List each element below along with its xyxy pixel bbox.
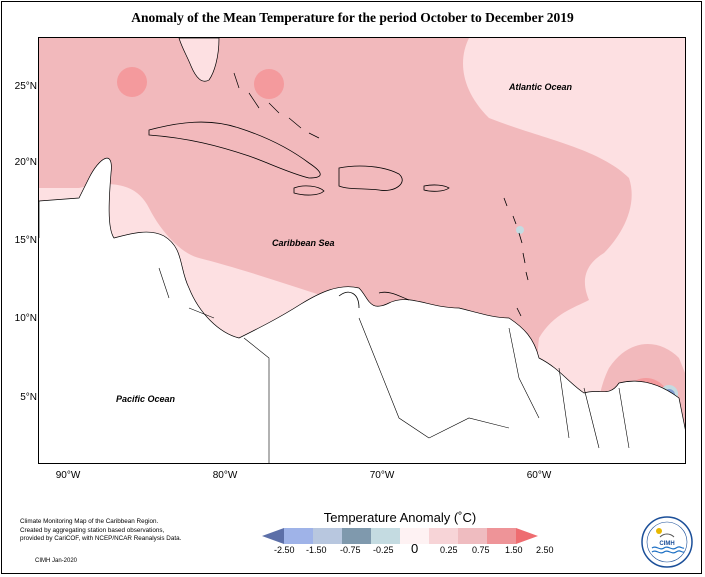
legend-tick-neg-1-50: -1.50 bbox=[306, 545, 327, 555]
credit-line-3: provided by CariCOF, with NCEP/NCAR Rean… bbox=[20, 535, 182, 543]
legend-arrow-low bbox=[262, 528, 284, 544]
legend-tick-neg-0-25: -0.25 bbox=[373, 545, 394, 555]
legend-tick-1-50: 1.50 bbox=[505, 545, 523, 555]
legend-tick-zero: 0 bbox=[411, 541, 419, 556]
lat-tick-20n: 20°N bbox=[14, 157, 37, 168]
land-venezuela-coast bbox=[338, 291, 410, 309]
legend-tick-neg-2-50: -2.50 bbox=[274, 545, 295, 555]
legend-swatch-7 bbox=[458, 528, 487, 544]
logo-text: CIMH bbox=[659, 541, 674, 547]
legend-title: Temperature Anomaly (˚C) bbox=[323, 510, 477, 525]
lon-tick-80w: 80°W bbox=[212, 470, 238, 481]
credit-text: Climate Monitoring Map of the Caribbean … bbox=[20, 518, 220, 544]
land-lesser-antilles bbox=[503, 197, 529, 317]
land-hispaniola bbox=[338, 165, 403, 191]
credit-line-2: Created by aggregating station based obs… bbox=[20, 526, 165, 534]
credit-date: CIMH Jan-2020 bbox=[35, 558, 78, 564]
label-atlantic-ocean: Atlantic Ocean bbox=[508, 82, 573, 92]
land-puerto-rico bbox=[423, 184, 450, 192]
legend-arrow-high bbox=[516, 528, 538, 544]
land-bahamas bbox=[233, 72, 320, 139]
legend-swatch-4 bbox=[371, 528, 400, 544]
legend-tick-neg-0-75: -0.75 bbox=[340, 545, 361, 555]
anomaly-neg-antilles bbox=[516, 226, 524, 234]
legend-tick-0-75: 0.75 bbox=[472, 545, 490, 555]
credit-line-1: Climate Monitoring Map of the Caribbean … bbox=[20, 518, 159, 525]
lat-tick-10n: 10°N bbox=[14, 313, 37, 324]
legend-colorbar bbox=[262, 528, 538, 544]
lon-tick-90w: 90°W bbox=[55, 470, 81, 481]
lat-tick-5n: 5°N bbox=[20, 392, 37, 403]
land-florida bbox=[178, 38, 220, 82]
anomaly-spot-gulf bbox=[117, 67, 147, 97]
anomaly-map: Atlantic Ocean Caribbean Sea Pacific Oce… bbox=[38, 37, 686, 464]
legend-swatch-5 bbox=[400, 528, 429, 544]
legend-tick-2-50: 2.50 bbox=[536, 545, 554, 555]
cimh-logo-icon: CIMH bbox=[641, 516, 693, 568]
legend-swatch-8 bbox=[487, 528, 516, 544]
country-borders bbox=[158, 267, 630, 463]
land-cuba bbox=[148, 121, 321, 179]
lat-tick-25n: 25°N bbox=[14, 81, 37, 92]
label-caribbean-sea: Caribbean Sea bbox=[272, 238, 335, 248]
legend-swatch-6 bbox=[429, 528, 458, 544]
label-pacific-ocean: Pacific Ocean bbox=[116, 394, 176, 404]
lon-tick-60w: 60°W bbox=[526, 470, 552, 481]
lat-tick-15n: 15°N bbox=[14, 235, 37, 246]
legend-swatch-3 bbox=[342, 528, 371, 544]
lon-tick-70w: 70°W bbox=[369, 470, 395, 481]
land-jamaica bbox=[293, 185, 325, 196]
anomaly-spot-bahamas bbox=[254, 69, 284, 99]
pacific-ocean-area bbox=[39, 233, 264, 463]
legend-swatch-2 bbox=[313, 528, 342, 544]
legend-tick-0-25: 0.25 bbox=[440, 545, 458, 555]
map-canvas: Atlantic Ocean Caribbean Sea Pacific Oce… bbox=[39, 38, 685, 463]
map-title: Anomaly of the Mean Temperature for the … bbox=[131, 10, 574, 25]
legend-swatch-1 bbox=[284, 528, 313, 544]
